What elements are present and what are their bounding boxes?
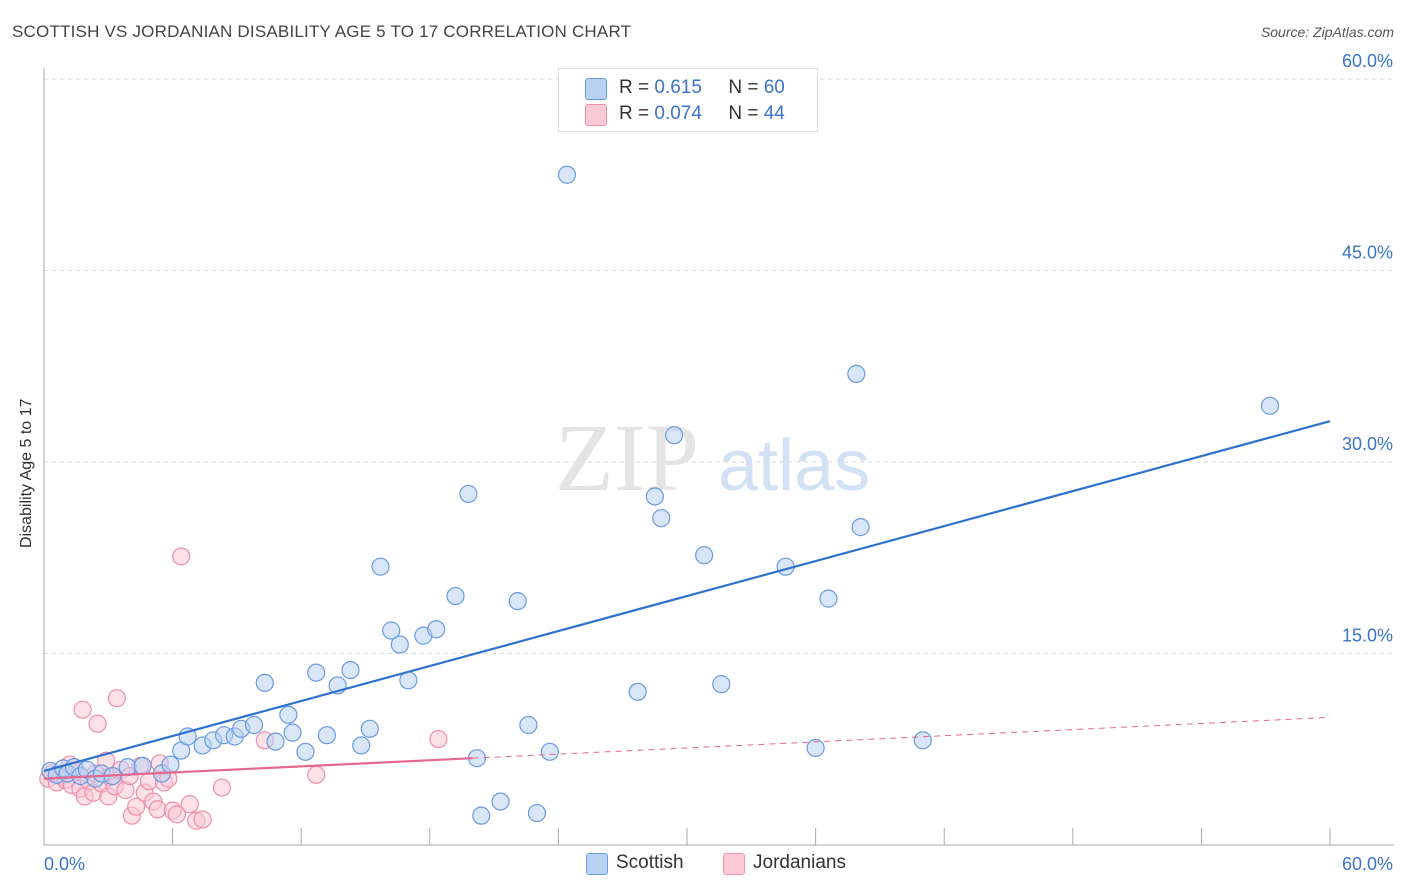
scottish-point [628, 682, 647, 701]
scottish-point [161, 755, 180, 774]
chart-title: SCOTTISH VS JORDANIAN DISABILITY AGE 5 T… [12, 22, 632, 41]
y-tick-label: 60.0% [1342, 51, 1393, 71]
scottish-point [527, 803, 547, 823]
jordanians-points [39, 547, 448, 830]
scottish-point [1260, 396, 1280, 415]
scottish-point [508, 592, 527, 611]
tick-labels: 15.0% 30.0% 45.0% 60.0% 0.0% 60.0% [44, 51, 1393, 874]
jordanians-point [172, 547, 191, 566]
jordanians-trend-extension [472, 716, 1331, 759]
scottish-point [819, 589, 838, 608]
scottish-point [279, 705, 298, 724]
scottish-point [382, 621, 401, 640]
scottish-point [645, 487, 664, 506]
scottish-point [652, 509, 671, 528]
y-tick-label: 45.0% [1342, 243, 1393, 263]
jordanians-point [88, 714, 107, 733]
bottom-legend-label-scottish: Scottish [616, 852, 684, 873]
scottish-points [41, 165, 1280, 825]
scottish-point [427, 620, 446, 639]
watermark: ZIP atlas [555, 404, 870, 511]
grid-lines [44, 78, 1394, 654]
jordanians-point [107, 689, 126, 708]
legend-n-label: N = [728, 77, 759, 98]
source-label: Source: ZipAtlas.com [1260, 24, 1394, 40]
scottish-point [390, 635, 409, 654]
scottish-point [519, 715, 538, 735]
y-axis-title: Disability Age 5 to 17 [18, 398, 35, 548]
scottish-point [806, 738, 825, 758]
scottish-point [244, 715, 264, 735]
legend-r-value-jordanians: 0.074 [654, 103, 702, 124]
scottish-point [307, 663, 326, 682]
scottish-point [371, 557, 390, 576]
scottish-point [296, 742, 315, 761]
scottish-point [266, 732, 285, 751]
bottom-legend-swatch-scottish [586, 853, 608, 875]
jordanians-point [193, 810, 212, 829]
scottish-point [317, 726, 337, 745]
scottish-point [913, 731, 932, 750]
x-tick-label: 60.0% [1342, 854, 1393, 874]
y-tick-label: 15.0% [1342, 626, 1393, 646]
jordanians-point [148, 800, 167, 819]
x-tick-label: 0.0% [44, 854, 85, 874]
legend-swatch-scottish [585, 78, 607, 100]
jordanians-trend-line [43, 757, 473, 780]
y-tick-label: 30.0% [1342, 434, 1393, 454]
scottish-point [446, 586, 465, 606]
trend-lines [43, 420, 1331, 780]
scottish-point [118, 758, 137, 777]
scottish-point [472, 806, 491, 825]
watermark-atlas: atlas [718, 426, 870, 506]
jordanians-point [307, 765, 326, 784]
scottish-point [459, 484, 478, 504]
scottish-point [557, 165, 577, 184]
legend-r-label: R = [619, 77, 650, 98]
scottish-point [695, 546, 714, 565]
scottish-point [712, 675, 731, 694]
legend-n-value-jordanians: 44 [763, 103, 785, 124]
scottish-point [133, 756, 152, 775]
correlation-legend: R = 0.615 N = 60 R = 0.074 N = 44 [558, 68, 818, 132]
bottom-legend-swatch-jordanians [723, 853, 745, 875]
watermark-zip: ZIP [555, 404, 699, 511]
jordanians-point [127, 797, 146, 816]
legend-n-label: N = [728, 103, 759, 124]
bottom-legend-label-jordanians: Jordanians [753, 852, 846, 873]
scottish-point [352, 736, 371, 755]
scottish-point [847, 364, 866, 384]
legend-n-value-scottish: 60 [763, 77, 785, 98]
scottish-point [360, 719, 379, 738]
legend-r-label: R = [619, 103, 650, 124]
scottish-point [255, 673, 274, 692]
jordanians-point [429, 729, 448, 749]
jordanians-point [180, 795, 199, 814]
scottish-point [851, 518, 870, 537]
jordanians-point [73, 700, 92, 719]
scottish-point [665, 426, 684, 445]
axes [43, 68, 1394, 846]
jordanians-point [167, 805, 186, 824]
legend-r-value-scottish: 0.615 [654, 77, 702, 98]
legend-swatch-jordanians [585, 104, 607, 126]
scottish-point [283, 723, 302, 742]
jordanians-point [212, 778, 231, 797]
scottish-point [540, 742, 559, 761]
scottish-point [341, 660, 360, 680]
scottish-point [491, 792, 510, 811]
scottish-trend-line [43, 420, 1331, 773]
